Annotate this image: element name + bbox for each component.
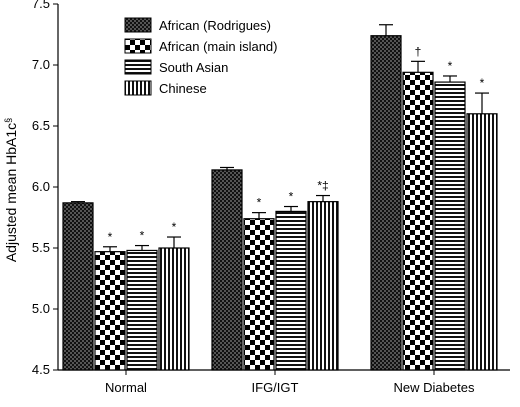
legend-label-1: African (main island) [159, 39, 278, 54]
bar-0-3 [158, 247, 190, 371]
bars-group: * * * * * *‡ † * * [62, 24, 498, 371]
y-tick-label-3: 6.0 [32, 179, 50, 194]
bar-2-2 [434, 81, 466, 371]
legend: African (Rodrigues) African (main island)… [124, 17, 278, 96]
axes: 4.5 5.0 5.5 6.0 6.5 7.0 7.5 Normal IFG/IGT New Di… [32, 0, 510, 395]
bar-1-1 [243, 218, 275, 371]
bar-0-0 [62, 202, 94, 371]
bar-1-2 [275, 210, 307, 371]
y-tick-label-6: 7.5 [32, 0, 50, 11]
significance-marker-2-3: * [480, 76, 485, 90]
bar-2-0 [370, 35, 402, 371]
bar-1-0 [211, 169, 243, 371]
y-tick-label-0: 4.5 [32, 362, 50, 377]
significance-marker-0-2: * [140, 229, 145, 243]
legend-label-3: Chinese [159, 81, 207, 96]
x-category-label-2: New Diabetes [394, 380, 475, 395]
x-category-label-1: IFG/IGT [252, 380, 299, 395]
significance-marker-2-2: * [448, 59, 453, 73]
legend-label-0: African (Rodrigues) [159, 18, 271, 33]
legend-swatch-0 [124, 17, 152, 33]
bar-1-3 [307, 201, 339, 371]
significance-marker-1-2: * [289, 190, 294, 204]
significance-marker-0-1: * [108, 230, 113, 244]
bar-0-2 [126, 249, 158, 371]
legend-swatch-2 [124, 59, 152, 75]
y-tick-label-1: 5.0 [32, 301, 50, 316]
significance-marker-1-3: *‡ [317, 179, 328, 193]
bar-2-1 [402, 71, 434, 371]
y-tick-label-5: 7.0 [32, 57, 50, 72]
y-tick-label-4: 6.5 [32, 118, 50, 133]
x-category-label-0: Normal [105, 380, 147, 395]
y-axis-label: Adjusted mean HbA1c§ [3, 118, 19, 262]
y-tick-label-2: 5.5 [32, 240, 50, 255]
significance-marker-0-3: * [172, 220, 177, 234]
bar-2-3 [466, 113, 498, 371]
significance-marker-1-1: * [257, 196, 262, 210]
significance-marker-2-1: † [415, 44, 422, 58]
bar-0-1 [94, 251, 126, 371]
legend-label-2: South Asian [159, 60, 228, 75]
legend-swatch-1 [124, 38, 152, 54]
legend-swatch-3 [124, 80, 152, 96]
